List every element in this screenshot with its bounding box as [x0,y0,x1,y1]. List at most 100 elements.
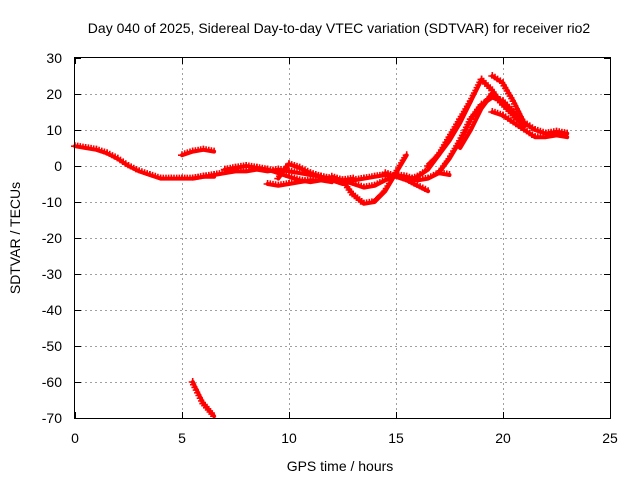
y-tick-label: -10 [42,194,62,210]
data-point [204,405,210,411]
data-point [121,160,127,165]
data-point [509,97,515,102]
data-point [201,401,206,407]
data-point [531,126,536,131]
data-point [381,169,387,174]
data-point [502,84,507,90]
data-point [486,84,491,89]
data-point [519,116,524,121]
data-point [271,168,277,174]
data-point [203,403,208,409]
data-point [397,174,403,180]
data-point [327,172,333,178]
data-point [290,162,296,167]
data-point [523,120,528,126]
data-point [488,90,494,95]
data-point [285,172,290,178]
data-point [499,79,504,84]
data-point [287,161,293,166]
data-point [103,149,108,155]
x-tick-label: 10 [281,430,297,446]
data-point [127,163,132,169]
data-point [269,167,274,173]
data-point [410,180,416,186]
data-point [506,92,512,97]
series-track-a [71,142,217,181]
data-point [515,108,520,113]
data-point [508,94,513,100]
data-point [507,109,513,115]
data-point [354,181,360,187]
data-point [97,147,103,153]
data-point [195,391,201,397]
data-point [528,131,534,137]
data-point [509,111,515,117]
data-point [503,86,509,92]
data-point [335,175,341,181]
chart-title: Day 040 of 2025, Sidereal Day-to-day VTE… [88,20,591,36]
y-tick-label: -70 [42,410,62,426]
data-point [536,127,542,133]
data-point [499,111,504,117]
data-point [511,99,516,105]
data-point [295,163,301,169]
data-point [353,194,359,200]
data-point [196,394,202,399]
data-point [135,167,140,173]
y-tick-label: 30 [46,50,62,66]
data-point [512,120,518,126]
data-point [95,146,100,152]
data-point [345,186,351,191]
data-point [492,94,498,100]
data-point [148,171,154,177]
series-track-m [424,75,505,168]
data-point [192,386,198,391]
data-point [124,162,130,167]
data-point [357,182,362,188]
data-point [517,124,523,129]
data-point [496,98,502,104]
data-point [132,166,138,171]
data-point [501,113,507,119]
data-point [563,133,568,138]
y-tick-label: -30 [42,266,62,282]
data-point [129,164,135,170]
plot-frame [74,57,611,419]
data-point [493,75,499,81]
data-point [503,105,509,110]
data-point [199,399,205,405]
data-point [384,170,389,175]
data-point [499,100,504,106]
data-point [513,105,519,111]
data-point [298,165,304,170]
series-track-o [456,90,527,150]
data-point [301,166,306,172]
series-track-c [188,378,217,419]
data-points [71,72,570,419]
data-point [140,169,146,174]
data-point [108,152,114,157]
data-point [501,103,506,108]
data-point [263,180,269,185]
series-track-q [488,108,570,140]
data-point [338,176,344,182]
series-track-b [178,145,217,158]
x-tick-label: 15 [388,430,404,446]
data-point [402,151,408,156]
data-point [333,174,338,180]
data-point [488,108,494,113]
data-point [491,73,496,79]
y-tick-label: 0 [54,158,62,174]
data-point [293,162,298,168]
data-point [400,175,405,181]
data-point [539,128,544,134]
data-point [357,198,363,203]
data-point [418,184,424,190]
x-tick-label: 25 [602,430,618,446]
data-point [306,169,312,174]
data-point [493,109,499,115]
data-point [341,177,346,183]
data-point [424,187,429,192]
data-point [355,196,361,201]
data-point [151,172,157,178]
